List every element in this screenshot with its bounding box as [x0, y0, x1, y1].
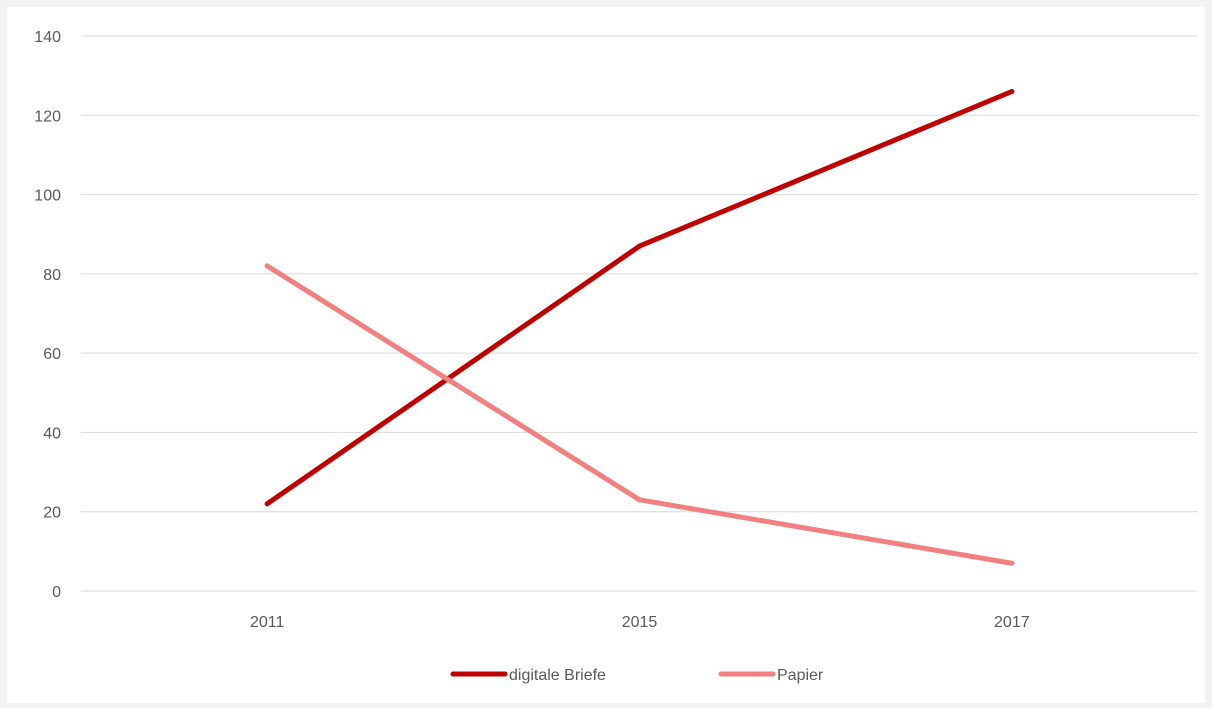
- x-axis-tick-labels: 2011 2015 2017: [250, 614, 1030, 631]
- data-point: [637, 243, 642, 249]
- chart-area: 0 20 40 60 80 100 120 140 2011 2015 2017 digitale…: [7, 7, 1205, 703]
- y-tick-label: 40: [43, 425, 61, 442]
- gridlines: [81, 35, 1198, 592]
- data-point: [264, 501, 270, 507]
- series-lines: [264, 89, 1015, 566]
- x-tick-label: 2017: [994, 614, 1030, 631]
- y-tick-label: 120: [34, 108, 61, 125]
- data-point: [637, 497, 642, 503]
- y-tick-label: 20: [43, 505, 61, 522]
- y-tick-label: 0: [52, 584, 61, 601]
- line-chart: 0 20 40 60 80 100 120 140 2011 2015 2017 digitale…: [34, 29, 1198, 684]
- data-point: [264, 263, 270, 269]
- series-line-0: [264, 89, 1015, 507]
- data-point: [1009, 89, 1015, 94]
- y-tick-label: 60: [43, 346, 61, 363]
- data-point: [1009, 560, 1015, 566]
- y-tick-label: 80: [43, 267, 61, 284]
- y-tick-label: 140: [34, 29, 61, 46]
- series-line-1: [264, 263, 1015, 566]
- legend: digitale Briefe Papier: [450, 667, 824, 684]
- y-axis-tick-labels: 0 20 40 60 80 100 120 140: [34, 29, 61, 601]
- y-tick-label: 100: [34, 188, 61, 205]
- x-tick-label: 2015: [622, 614, 658, 631]
- legend-label: digitale Briefe: [509, 667, 606, 684]
- x-tick-label: 2011: [250, 614, 285, 631]
- legend-label: Papier: [777, 667, 824, 684]
